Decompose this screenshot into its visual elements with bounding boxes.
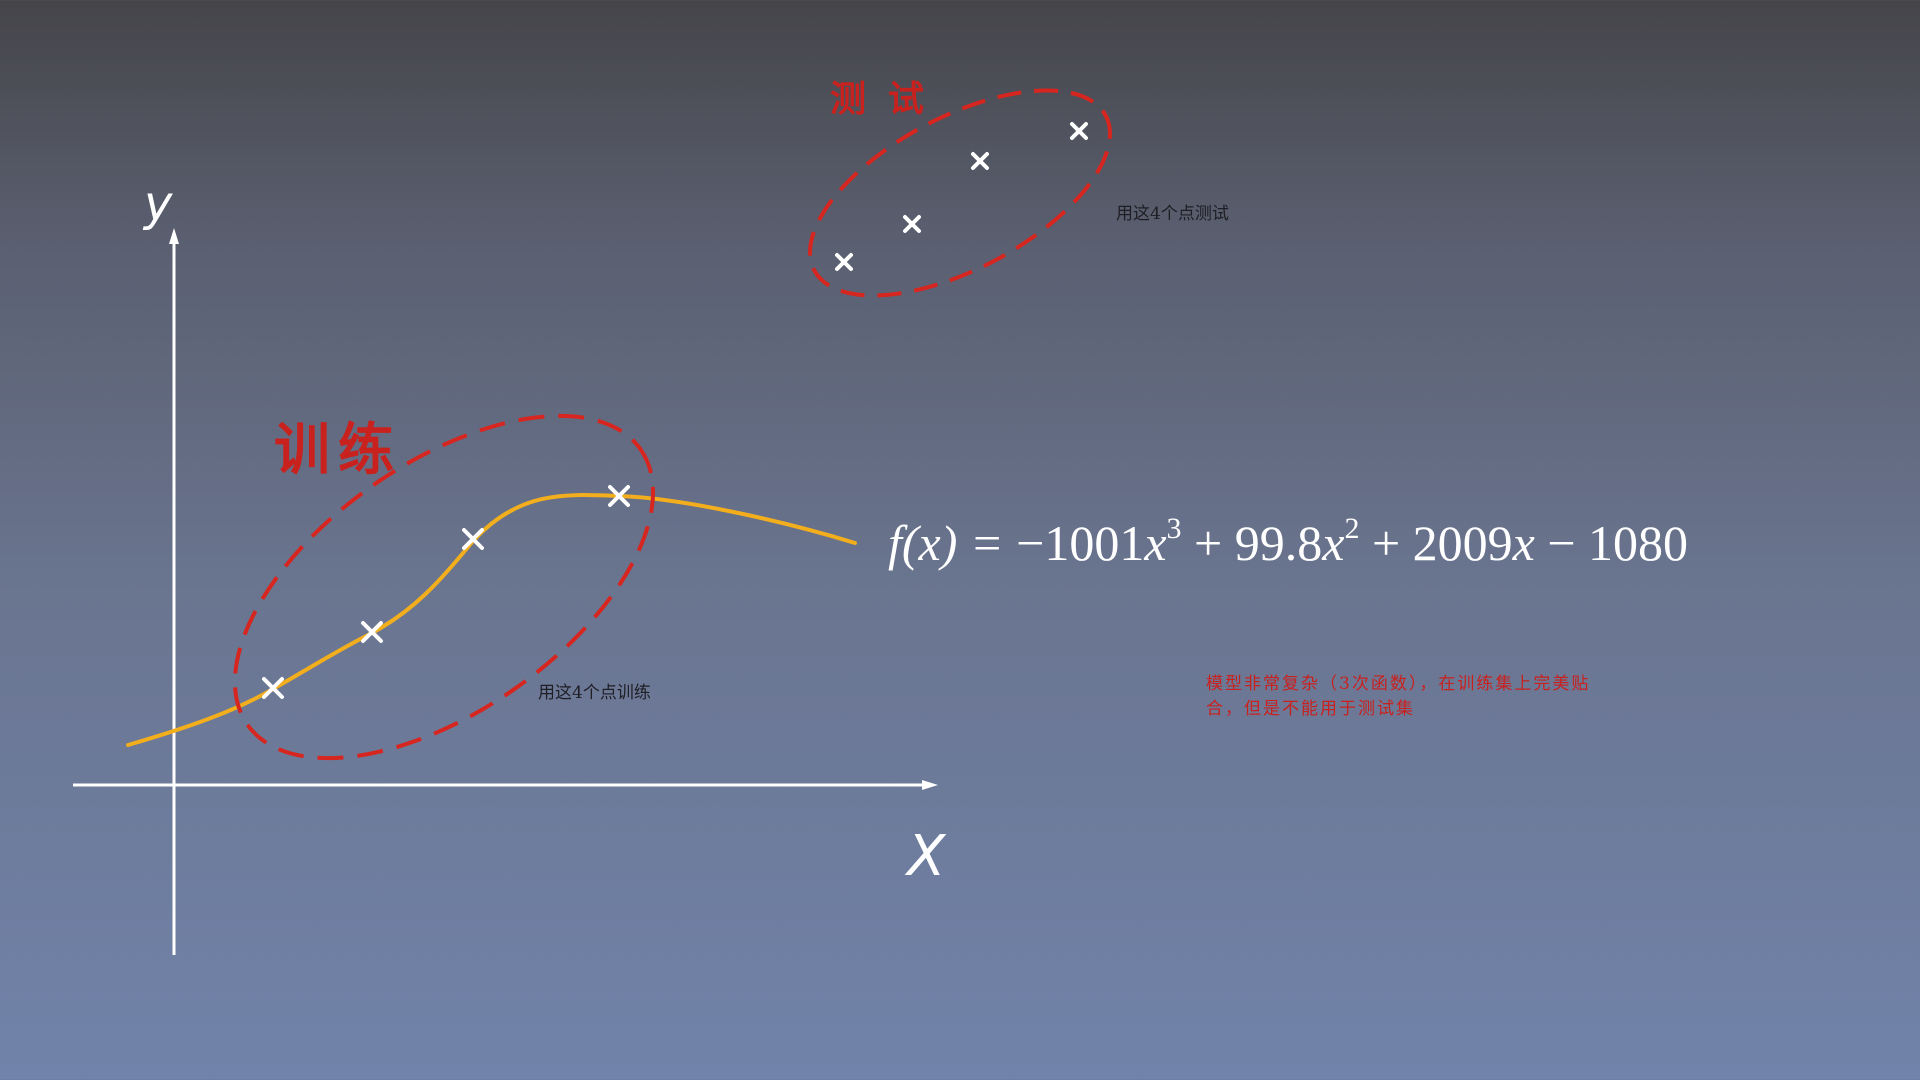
test-caption: 用这4个点测试 bbox=[1116, 204, 1229, 224]
formula-term4: − 1080 bbox=[1534, 515, 1689, 571]
training-set-ellipse bbox=[232, 413, 656, 761]
cubic-formula: f(x) = −1001x3 + 99.8x2 + 2009x − 1080 bbox=[888, 514, 1688, 572]
training-point-2 bbox=[361, 621, 383, 643]
training-set-label: 训练 bbox=[274, 418, 402, 483]
training-point-4 bbox=[608, 485, 630, 507]
formula-var: x bbox=[1322, 515, 1345, 571]
formula-lhs: f(x) = bbox=[888, 515, 1017, 571]
formula-term1-exp: 3 bbox=[1166, 512, 1182, 545]
x-axis-arrow bbox=[922, 780, 938, 790]
training-point-1 bbox=[262, 677, 284, 699]
x-axis-label: X bbox=[907, 824, 946, 889]
training-caption: 用这4个点训练 bbox=[538, 683, 651, 703]
formula-var: x bbox=[1144, 515, 1167, 571]
training-point-3 bbox=[462, 528, 484, 550]
formula-var: x bbox=[1512, 515, 1535, 571]
test-point-1 bbox=[835, 253, 853, 271]
formula-term2-coef: + 99.8 bbox=[1181, 515, 1323, 571]
test-set-label: 测试 bbox=[830, 79, 947, 120]
formula-term2-exp: 2 bbox=[1344, 512, 1360, 545]
y-axis-label: y bbox=[144, 176, 173, 232]
formula-term3-coef: + 2009 bbox=[1359, 515, 1513, 571]
test-point-4 bbox=[1070, 122, 1088, 140]
test-point-2 bbox=[903, 215, 921, 233]
overfitting-note: 模型非常复杂（3次函数），在训练集上完美贴合，但是不能用于测试集 bbox=[1206, 674, 1591, 719]
test-set-ellipse bbox=[808, 88, 1112, 298]
y-axis-arrow bbox=[169, 228, 179, 244]
formula-term1-coef: −1001 bbox=[1016, 515, 1145, 571]
test-point-3 bbox=[971, 152, 989, 170]
fitted-curve bbox=[126, 492, 857, 747]
